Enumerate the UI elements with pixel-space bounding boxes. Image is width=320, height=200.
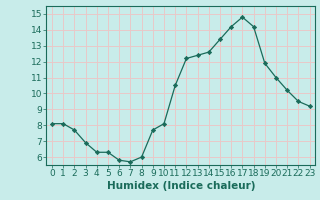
X-axis label: Humidex (Indice chaleur): Humidex (Indice chaleur) — [107, 181, 255, 191]
